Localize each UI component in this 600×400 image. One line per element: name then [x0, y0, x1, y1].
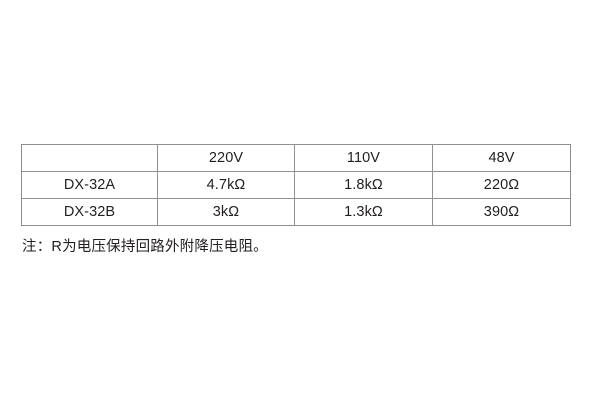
- cell-resistance-110v: 1.3kΩ: [294, 198, 433, 226]
- column-header-48v: 48V: [432, 144, 571, 172]
- table-row: DX-32A 4.7kΩ 1.8kΩ 220Ω: [21, 171, 571, 199]
- column-header-110v: 110V: [294, 144, 433, 172]
- column-header-220v: 220V: [157, 144, 295, 172]
- row-model-label: DX-32A: [21, 171, 158, 199]
- table-header-row: 220V 110V 48V: [21, 144, 571, 172]
- row-model-label: DX-32B: [21, 198, 158, 226]
- cell-resistance-48v: 390Ω: [432, 198, 571, 226]
- cell-resistance-110v: 1.8kΩ: [294, 171, 433, 199]
- cell-resistance-48v: 220Ω: [432, 171, 571, 199]
- cell-resistance-220v: 4.7kΩ: [157, 171, 295, 199]
- table-corner-cell: [21, 144, 158, 172]
- table-note: 注：R为电压保持回路外附降压电阻。: [22, 239, 268, 255]
- table-row: DX-32B 3kΩ 1.3kΩ 390Ω: [21, 198, 571, 226]
- cell-resistance-220v: 3kΩ: [157, 198, 295, 226]
- specification-table: 220V 110V 48V DX-32A 4.7kΩ 1.8kΩ 220Ω DX…: [21, 144, 571, 226]
